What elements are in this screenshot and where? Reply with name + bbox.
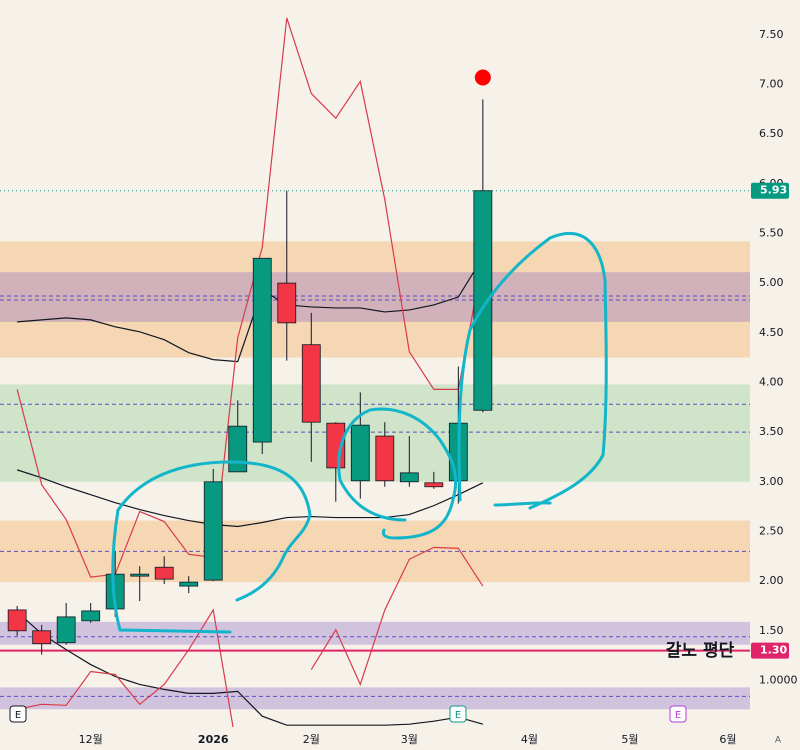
signal-dot <box>474 69 491 86</box>
candle-body <box>228 425 248 473</box>
candle-body <box>32 630 52 645</box>
price-zone <box>0 621 750 645</box>
candle-body <box>130 573 150 577</box>
price-zone <box>0 687 750 710</box>
x-tick-label: 3월 <box>401 733 418 746</box>
price-lines <box>0 190 750 697</box>
candle-body <box>252 257 272 443</box>
freehand-circle <box>457 232 608 510</box>
y-tick-label: 4.50 <box>759 326 784 339</box>
indicator-lines <box>16 17 484 727</box>
annotation: 갈노 평단 <box>666 641 735 661</box>
x-tick-label: 12월 <box>79 733 103 746</box>
x-tick-label: 6월 <box>719 733 736 746</box>
candle-body <box>424 482 444 488</box>
y-tick-label: 2.00 <box>759 574 784 587</box>
corner-label: A <box>775 736 782 746</box>
candle-body <box>375 435 395 482</box>
event-marker: E <box>675 710 681 721</box>
y-tick-label: 7.00 <box>759 77 784 90</box>
candle-body <box>179 581 199 587</box>
candle-body <box>56 616 76 644</box>
y-tick-label: 1.0000 <box>759 673 798 686</box>
price-label: 1.30 <box>760 644 787 657</box>
indicator-line <box>16 17 484 578</box>
y-tick-label: 4.00 <box>759 375 784 388</box>
candle-body <box>81 610 101 622</box>
x-tick-label: 4월 <box>521 733 538 746</box>
candle-body <box>203 481 223 581</box>
indicator-line <box>16 469 484 528</box>
y-tick-label: 7.50 <box>759 28 784 41</box>
price-label: 5.93 <box>760 184 787 197</box>
y-tick-label: 2.50 <box>759 524 784 537</box>
candle-body <box>399 472 419 483</box>
hand-drawn-marks <box>111 232 608 634</box>
price-zone <box>0 272 750 322</box>
candle-body <box>350 424 370 482</box>
y-tick-label: 1.50 <box>759 624 784 637</box>
candles <box>7 69 493 655</box>
indicator-line <box>16 611 484 726</box>
axes: 1.0000 1.50 2.00 2.50 3.00 3.50 4.00 4.50 5.00 5.… <box>0 28 798 746</box>
candle-body <box>277 282 297 324</box>
y-tick-label: 5.50 <box>759 226 784 239</box>
x-tick-label: 5월 <box>621 733 638 746</box>
y-tick-label: 5.00 <box>759 276 784 289</box>
event-marker-box <box>449 705 467 723</box>
y-tick-label: 3.50 <box>759 425 784 438</box>
y-tick-label: 3.00 <box>759 475 784 488</box>
freehand-circle <box>111 460 312 634</box>
price-label-box <box>751 642 789 659</box>
event-marker: E <box>455 710 461 721</box>
price-label-box <box>751 182 789 199</box>
freehand-circle <box>337 407 458 540</box>
candle-body <box>301 344 321 423</box>
event-marker-box <box>669 705 687 723</box>
x-tick-label: 2026 <box>198 733 229 746</box>
indicator-line <box>17 546 484 727</box>
indicator-line <box>17 256 484 363</box>
candle-body <box>473 190 493 411</box>
y-tick-label: 6.50 <box>759 127 784 140</box>
price-zone <box>0 384 750 482</box>
candle-body <box>154 566 174 580</box>
x-tick-label: 2월 <box>303 733 320 746</box>
event-marker: E <box>15 710 21 721</box>
event-marker-box <box>9 705 27 723</box>
candle-body <box>7 609 27 632</box>
